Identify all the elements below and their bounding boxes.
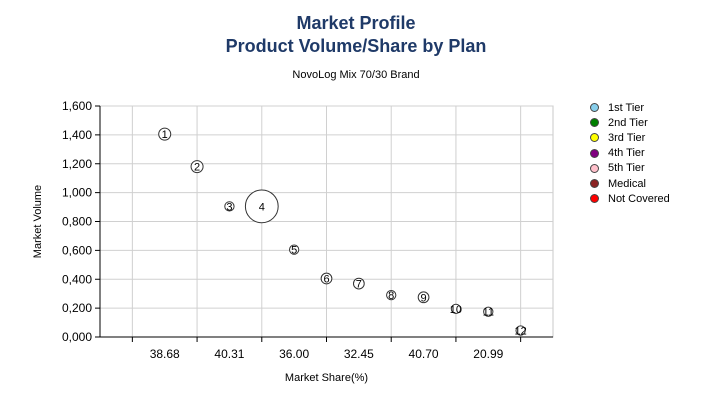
legend-label: 5th Tier bbox=[608, 162, 645, 175]
data-point-label: 9 bbox=[421, 292, 427, 304]
legend-swatch-icon bbox=[590, 148, 599, 158]
data-point bbox=[224, 201, 235, 212]
x-tick-label: 40.70 bbox=[409, 347, 439, 361]
data-point-label: 11 bbox=[483, 307, 494, 319]
data-point bbox=[320, 272, 333, 285]
chart-title: Market Profile bbox=[296, 13, 416, 33]
x-tick-label: 20.99 bbox=[473, 347, 503, 361]
data-point-label: 2 bbox=[194, 162, 200, 174]
legend-swatch-icon bbox=[590, 163, 599, 173]
legend-label: Not Covered bbox=[608, 192, 670, 205]
data-point-label: 1 bbox=[162, 129, 168, 141]
data-point bbox=[450, 303, 462, 314]
legend-label: 2nd Tier bbox=[608, 116, 648, 129]
y-tick-label: 1,200 bbox=[62, 157, 92, 171]
data-point bbox=[190, 160, 204, 174]
data-point bbox=[352, 277, 365, 290]
data-point bbox=[244, 189, 279, 224]
legend-label: 4th Tier bbox=[608, 147, 645, 160]
data-point bbox=[386, 289, 397, 301]
legend-item: Not Covered bbox=[590, 191, 670, 206]
chart-subtitle: NovoLog Mix 70/30 Brand bbox=[292, 69, 420, 81]
legend: 1st Tier 2nd Tier 3rd Tier 4th Tier 5th Tier… bbox=[590, 100, 670, 206]
legend-swatch-icon bbox=[590, 179, 599, 189]
data-point-label: 8 bbox=[388, 290, 394, 302]
legend-swatch-icon bbox=[590, 194, 599, 204]
data-point bbox=[515, 325, 526, 336]
legend-item: Medical bbox=[590, 176, 670, 191]
data-point-label: 12 bbox=[515, 326, 527, 338]
legend-item: 2nd Tier bbox=[590, 115, 670, 130]
data-point-label: 7 bbox=[356, 279, 362, 291]
y-tick-label: 1,400 bbox=[62, 128, 92, 142]
x-axis-label: Market Share(%) bbox=[285, 372, 368, 384]
data-point-label: 10 bbox=[450, 304, 462, 316]
data-point bbox=[288, 244, 300, 255]
y-tick-label: 0,000 bbox=[62, 330, 92, 344]
legend-item: 1st Tier bbox=[590, 100, 670, 115]
chart-title-line2: Product Volume/Share by Plan bbox=[225, 36, 487, 56]
x-tick-label: 38.68 bbox=[150, 347, 180, 361]
x-tick-label: 32.45 bbox=[344, 347, 374, 361]
data-point-label: 4 bbox=[259, 201, 265, 213]
y-tick-label: 1,600 bbox=[62, 99, 92, 113]
y-tick-label: 1,000 bbox=[62, 186, 92, 200]
legend-swatch-icon bbox=[590, 133, 599, 143]
legend-label: 1st Tier bbox=[608, 101, 645, 114]
data-point bbox=[158, 127, 172, 141]
y-tick-label: 0,800 bbox=[62, 215, 92, 229]
x-tick-label: 40.31 bbox=[214, 347, 244, 361]
legend-label: Medical bbox=[608, 177, 646, 190]
legend-label: 3rd Tier bbox=[608, 131, 646, 144]
legend-item: 3rd Tier bbox=[590, 130, 670, 145]
y-tick-label: 0,600 bbox=[62, 243, 92, 257]
data-point-label: 5 bbox=[291, 245, 297, 257]
y-tick-label: 0,400 bbox=[62, 272, 92, 286]
y-axis-label: Market Volume bbox=[32, 185, 44, 258]
x-tick-label: 36.00 bbox=[279, 347, 309, 361]
y-tick-label: 0,200 bbox=[62, 301, 92, 315]
data-point bbox=[417, 291, 430, 304]
legend-swatch-icon bbox=[590, 103, 599, 113]
data-point-label: 6 bbox=[323, 274, 329, 286]
data-point bbox=[483, 306, 494, 317]
legend-item: 4th Tier bbox=[590, 146, 670, 161]
legend-swatch-icon bbox=[590, 118, 599, 128]
data-point-label: 3 bbox=[226, 201, 232, 213]
legend-item: 5th Tier bbox=[590, 161, 670, 176]
